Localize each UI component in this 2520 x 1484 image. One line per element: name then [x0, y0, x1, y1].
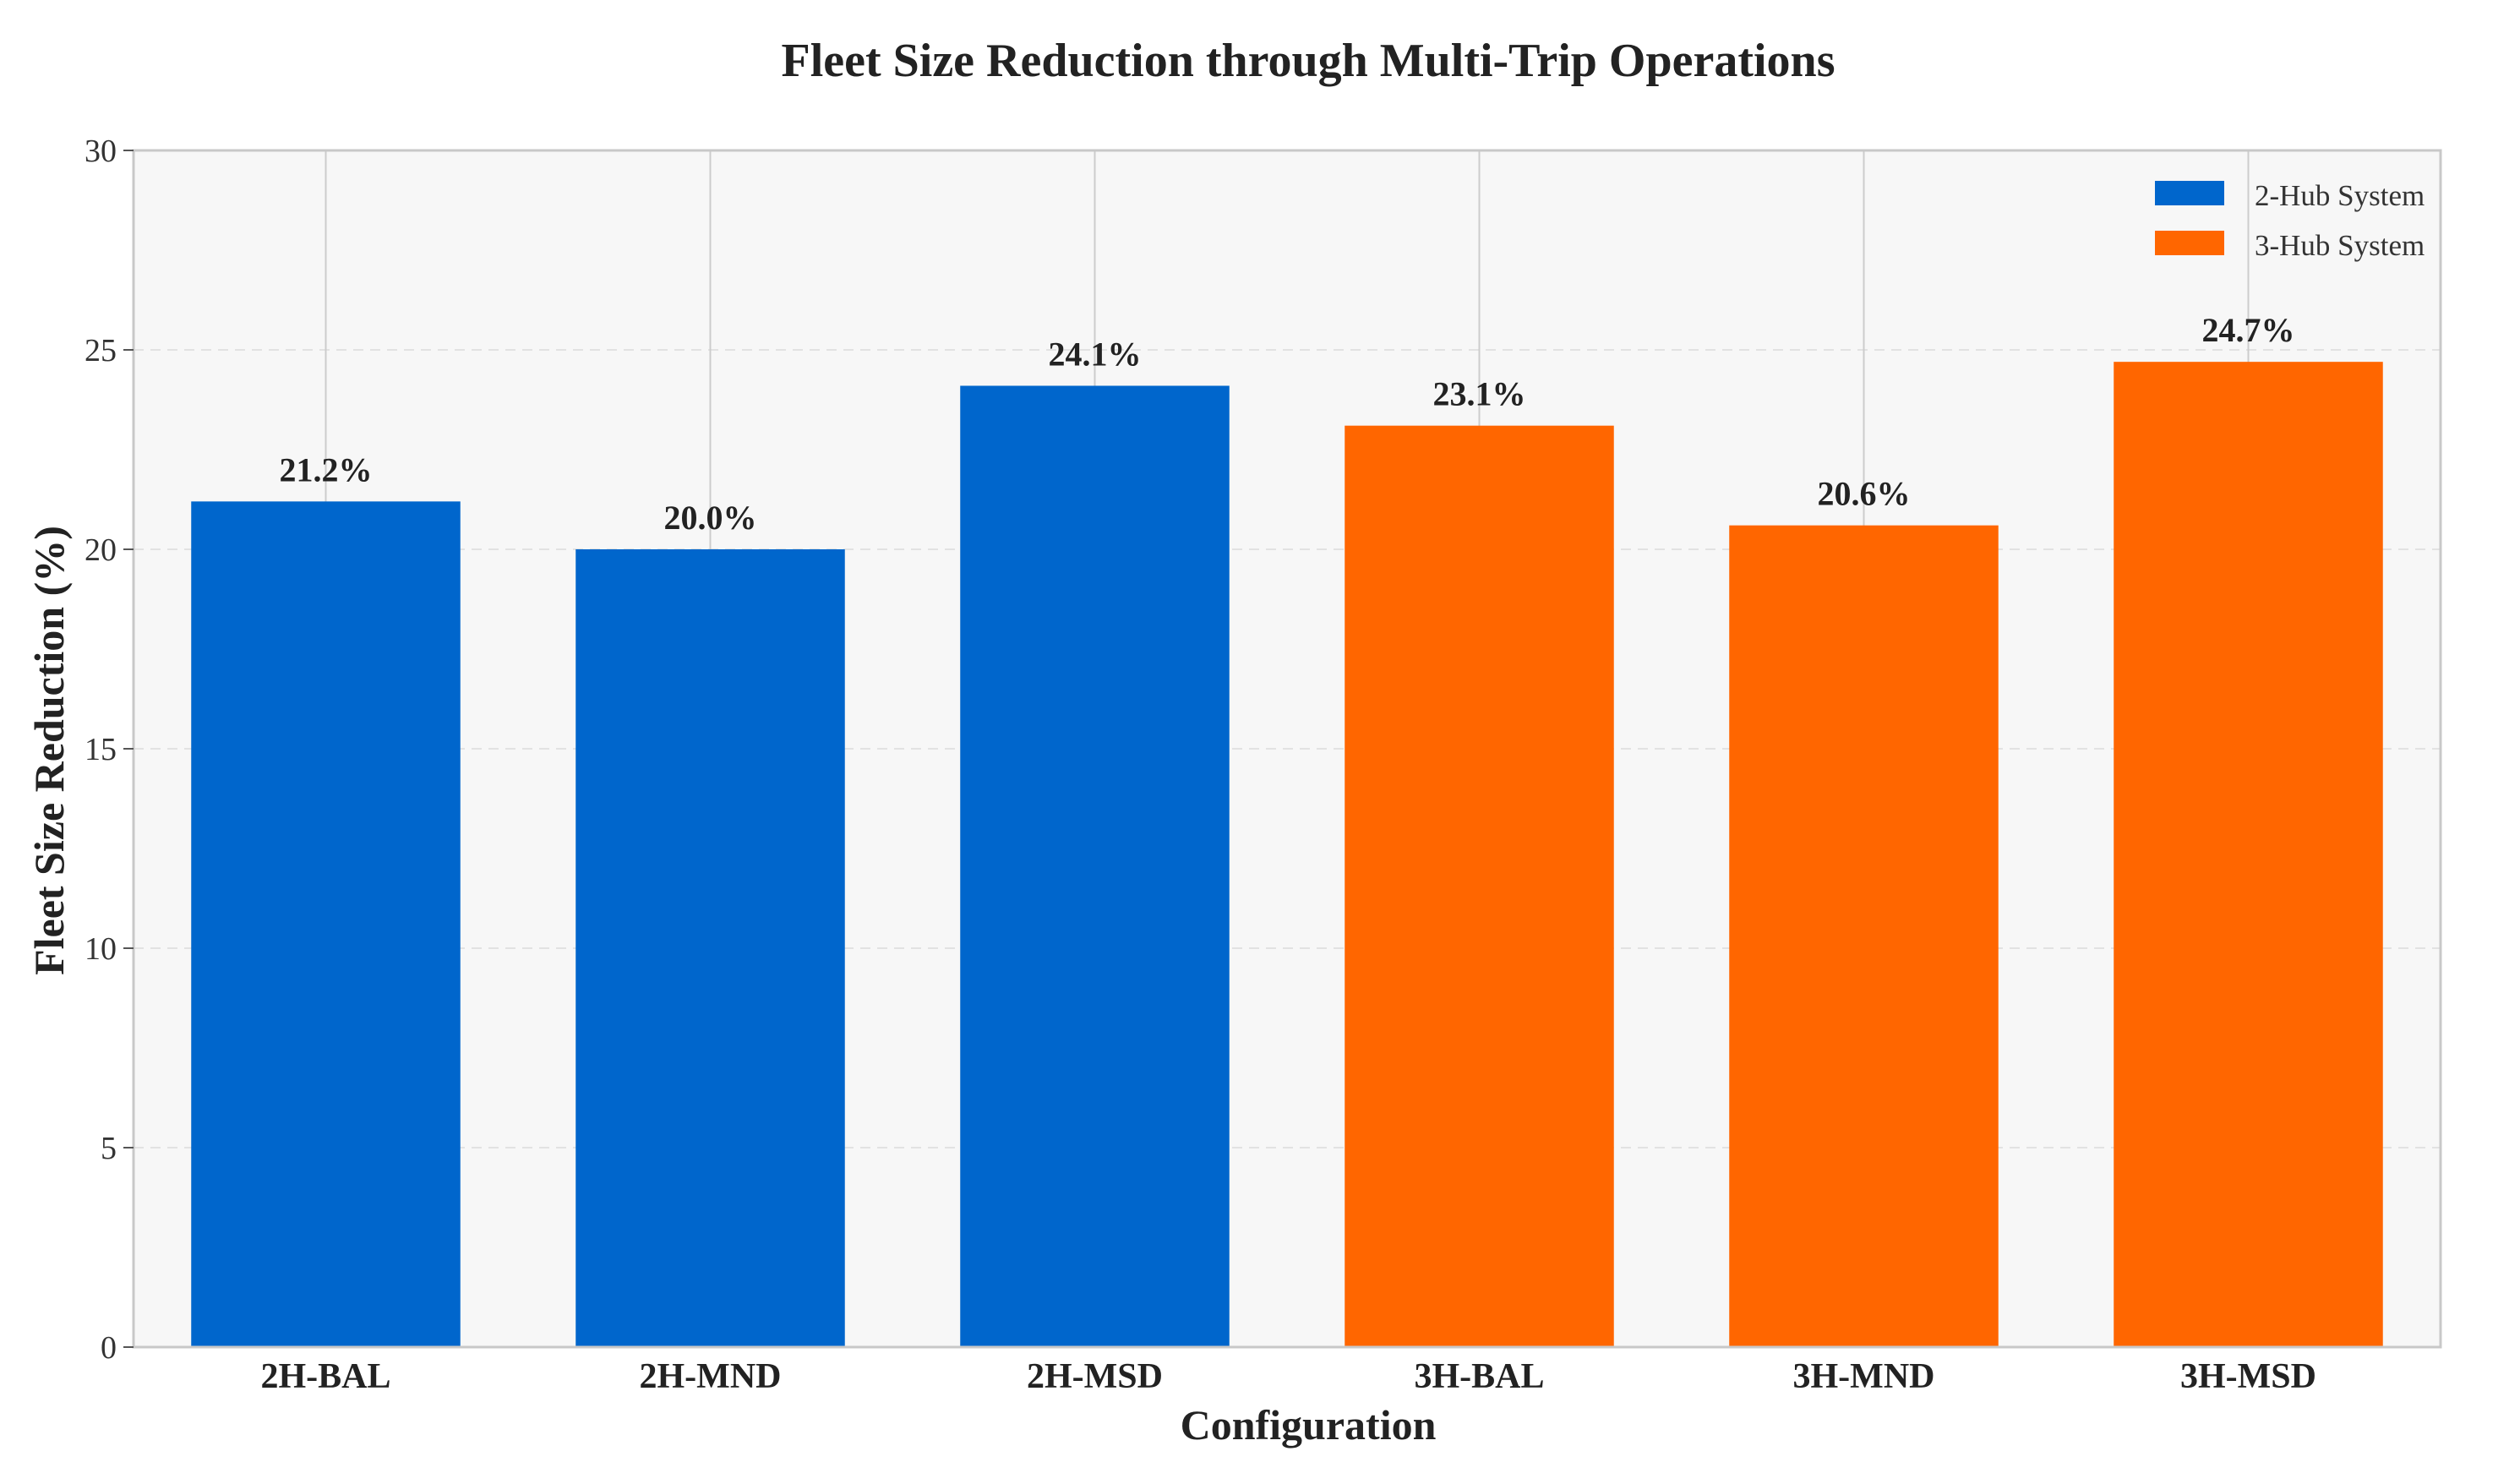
bar-3h-msd [2114, 362, 2383, 1347]
y-tick-label: 30 [85, 134, 117, 169]
x-tick-label: 3H-MSD [2180, 1357, 2316, 1396]
bar-2h-msd [960, 385, 1230, 1348]
x-tick-label: 2H-BAL [260, 1357, 390, 1396]
data-label-2h-bal: 21.2% [280, 450, 373, 488]
data-labels: 21.2% 20.0% 24.1% 23.1% 20.6% 24.7% [280, 311, 2295, 537]
y-tick-label: 0 [101, 1330, 117, 1366]
legend-label-2-hub: 2-Hub System [2255, 179, 2425, 212]
bar-2h-mnd [575, 549, 845, 1347]
legend-swatch-3-hub [2155, 231, 2224, 255]
x-tick-label: 2H-MND [640, 1357, 782, 1396]
data-label-3h-mnd: 20.6% [1818, 475, 1911, 513]
data-label-2h-mnd: 20.0% [664, 499, 757, 537]
x-tick-label: 3H-BAL [1414, 1357, 1544, 1396]
legend-label-3-hub: 3-Hub System [2255, 229, 2425, 262]
y-tick-label: 5 [101, 1131, 117, 1166]
x-axis-title: Configuration [1181, 1401, 1437, 1449]
axis-ticks: 0 5 10 15 20 25 30 2H-BAL 2H-MND 2H-MSD 3H-BAL 3H-M… [85, 134, 2316, 1396]
x-tick-label: 3H-MND [1793, 1357, 1935, 1396]
data-label-3h-bal: 23.1% [1433, 375, 1526, 413]
legend: 2-Hub System 3-Hub System [2155, 179, 2425, 262]
legend-swatch-2-hub [2155, 181, 2224, 205]
bar-3h-bal [1345, 425, 1614, 1348]
data-label-2h-msd: 24.1% [1049, 335, 1142, 373]
y-axis-title: Fleet Size Reduction (%) [25, 526, 73, 975]
bars [191, 362, 2383, 1348]
data-label-3h-msd: 24.7% [2202, 311, 2295, 349]
y-tick-label: 25 [85, 333, 117, 368]
y-tick-label: 10 [85, 931, 117, 967]
y-tick-label: 15 [85, 732, 117, 767]
bar-2h-bal [191, 501, 461, 1347]
chart-title: Fleet Size Reduction through Multi-Trip … [782, 35, 1835, 87]
y-tick-label: 20 [85, 532, 117, 568]
bar-3h-mnd [1729, 525, 1999, 1347]
x-tick-label: 2H-MSD [1027, 1357, 1163, 1396]
